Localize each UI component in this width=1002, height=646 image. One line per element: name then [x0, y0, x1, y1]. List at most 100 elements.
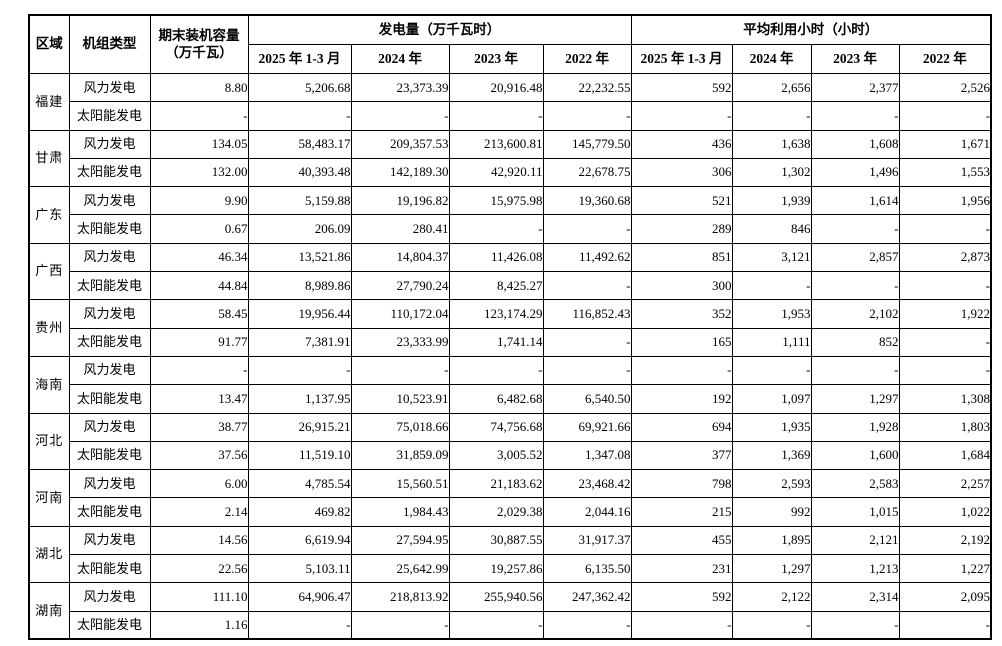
- region-cell: 湖南: [28, 582, 70, 640]
- unit-type-cell: 风力发电: [68, 299, 151, 329]
- unit-type-cell: 太阳能发电: [68, 157, 151, 188]
- generation-cell: 58,483.17: [247, 129, 352, 159]
- unit-type-cell: 风力发电: [68, 72, 151, 103]
- generation-cell: -: [350, 610, 450, 640]
- generation-cell: 6,619.94: [247, 525, 352, 556]
- generation-cell: 6,482.68: [448, 384, 544, 414]
- hours-cell: 455: [630, 525, 733, 556]
- hours-cell: -: [898, 327, 992, 357]
- capacity-cell: 111.10: [149, 582, 249, 612]
- hours-cell: 1,302: [731, 157, 812, 188]
- generation-cell: 11,426.08: [448, 242, 544, 273]
- generation-cell: 255,940.56: [448, 582, 544, 612]
- hours-cell: 1,608: [810, 129, 900, 159]
- unit-type-cell: 太阳能发电: [68, 554, 151, 584]
- capacity-cell: 0.67: [149, 214, 249, 244]
- hours-cell: 2,656: [731, 72, 812, 103]
- hours-cell: 846: [731, 214, 812, 244]
- generation-cell: -: [542, 214, 632, 244]
- hours-cell: 1,600: [810, 440, 900, 471]
- generation-cell: 26,915.21: [247, 412, 352, 442]
- generation-cell: 19,257.86: [448, 554, 544, 584]
- header-gen-period-2023: 2023 年: [448, 44, 544, 74]
- hours-cell: 1,803: [898, 412, 992, 442]
- header-group-row: 区域 机组类型 期末装机容量（万千瓦） 发电量（万千瓦时） 平均利用小时（小时）: [28, 14, 992, 74]
- generation-cell: 19,196.82: [350, 186, 450, 216]
- hours-cell: 306: [630, 157, 733, 188]
- region-cell: 湖北: [28, 525, 70, 584]
- generation-cell: -: [542, 101, 632, 131]
- generation-cell: 42,920.11: [448, 157, 544, 188]
- header-unit-type: 机组类型: [68, 14, 151, 74]
- generation-cell: 40,393.48: [247, 157, 352, 188]
- unit-type-cell: 太阳能发电: [68, 271, 151, 301]
- unit-type-cell: 风力发电: [68, 242, 151, 273]
- hours-cell: 1,022: [898, 497, 992, 527]
- hours-cell: 352: [630, 299, 733, 329]
- generation-cell: 5,206.68: [247, 72, 352, 103]
- generation-cell: 23,333.99: [350, 327, 450, 357]
- hours-cell: 2,526: [898, 72, 992, 103]
- generation-cell: 2,044.16: [542, 497, 632, 527]
- generation-cell: 27,790.24: [350, 271, 450, 301]
- generation-cell: -: [542, 271, 632, 301]
- hours-cell: 1,015: [810, 497, 900, 527]
- hours-cell: 2,095: [898, 582, 992, 612]
- generation-cell: 4,785.54: [247, 469, 352, 499]
- hours-cell: -: [810, 271, 900, 301]
- generation-cell: 31,917.37: [542, 525, 632, 556]
- generation-cell: -: [247, 355, 352, 386]
- hours-cell: -: [810, 610, 900, 640]
- hours-cell: -: [630, 610, 733, 640]
- unit-type-cell: 太阳能发电: [68, 440, 151, 471]
- table-header: 区域 机组类型 期末装机容量（万千瓦） 发电量（万千瓦时） 平均利用小时（小时）…: [28, 14, 992, 74]
- table-row: 太阳能发电 132.00 40,393.48 142,189.30 42,920.11 2…: [29, 157, 992, 188]
- generation-cell: -: [542, 327, 632, 357]
- generation-cell: 1,347.08: [542, 440, 632, 471]
- hours-cell: 1,922: [898, 299, 992, 329]
- header-gen-period-2022: 2022 年: [542, 44, 632, 74]
- unit-type-cell: 风力发电: [68, 129, 151, 159]
- hours-cell: -: [898, 214, 992, 244]
- header-hours-period-2023: 2023 年: [810, 44, 900, 74]
- unit-type-cell: 太阳能发电: [68, 214, 151, 244]
- capacity-cell: 1.16: [149, 610, 249, 640]
- capacity-cell: 44.84: [149, 271, 249, 301]
- generation-cell: 206.09: [247, 214, 352, 244]
- generation-cell: -: [448, 610, 544, 640]
- generation-cell: 145,779.50: [542, 129, 632, 159]
- table-row: 湖南 风力发电 111.10 64,906.47 218,813.92 255,940.5…: [28, 582, 992, 640]
- hours-cell: 1,956: [898, 186, 992, 216]
- hours-cell: -: [630, 101, 733, 131]
- unit-type-cell: 太阳能发电: [68, 610, 151, 640]
- hours-cell: 852: [810, 327, 900, 357]
- capacity-cell: 37.56: [149, 440, 249, 471]
- table-row: 太阳能发电 0.67 206.09 280.41- -289 846- -: [29, 214, 992, 244]
- capacity-cell: 8.80: [149, 72, 249, 103]
- hours-cell: 1,638: [731, 129, 812, 159]
- unit-type-cell: 风力发电: [68, 582, 151, 612]
- generation-cell: 19,956.44: [247, 299, 352, 329]
- hours-cell: 192: [630, 384, 733, 414]
- hours-cell: 2,314: [810, 582, 900, 612]
- hours-cell: 436: [630, 129, 733, 159]
- hours-cell: 2,257: [898, 469, 992, 499]
- generation-cell: 23,373.39: [350, 72, 450, 103]
- hours-cell: 2,102: [810, 299, 900, 329]
- generation-cell: -: [542, 355, 632, 386]
- table-row: 河南 风力发电 6.00 4,785.54 15,560.51 21,183.62 23,4…: [28, 469, 992, 527]
- hours-cell: 592: [630, 582, 733, 612]
- generation-cell: 10,523.91: [350, 384, 450, 414]
- header-hours-group: 平均利用小时（小时）: [630, 14, 992, 45]
- generation-utilization-table: 区域 机组类型 期末装机容量（万千瓦） 发电量（万千瓦时） 平均利用小时（小时）…: [28, 14, 992, 641]
- region-cell: 河北: [28, 412, 70, 471]
- generation-cell: 13,521.86: [247, 242, 352, 273]
- generation-cell: 247,362.42: [542, 582, 632, 612]
- unit-type-cell: 太阳能发电: [68, 497, 151, 527]
- capacity-cell: 132.00: [149, 157, 249, 188]
- hours-cell: 1,895: [731, 525, 812, 556]
- hours-cell: -: [731, 355, 812, 386]
- header-region: 区域: [28, 14, 70, 74]
- hours-cell: 1,496: [810, 157, 900, 188]
